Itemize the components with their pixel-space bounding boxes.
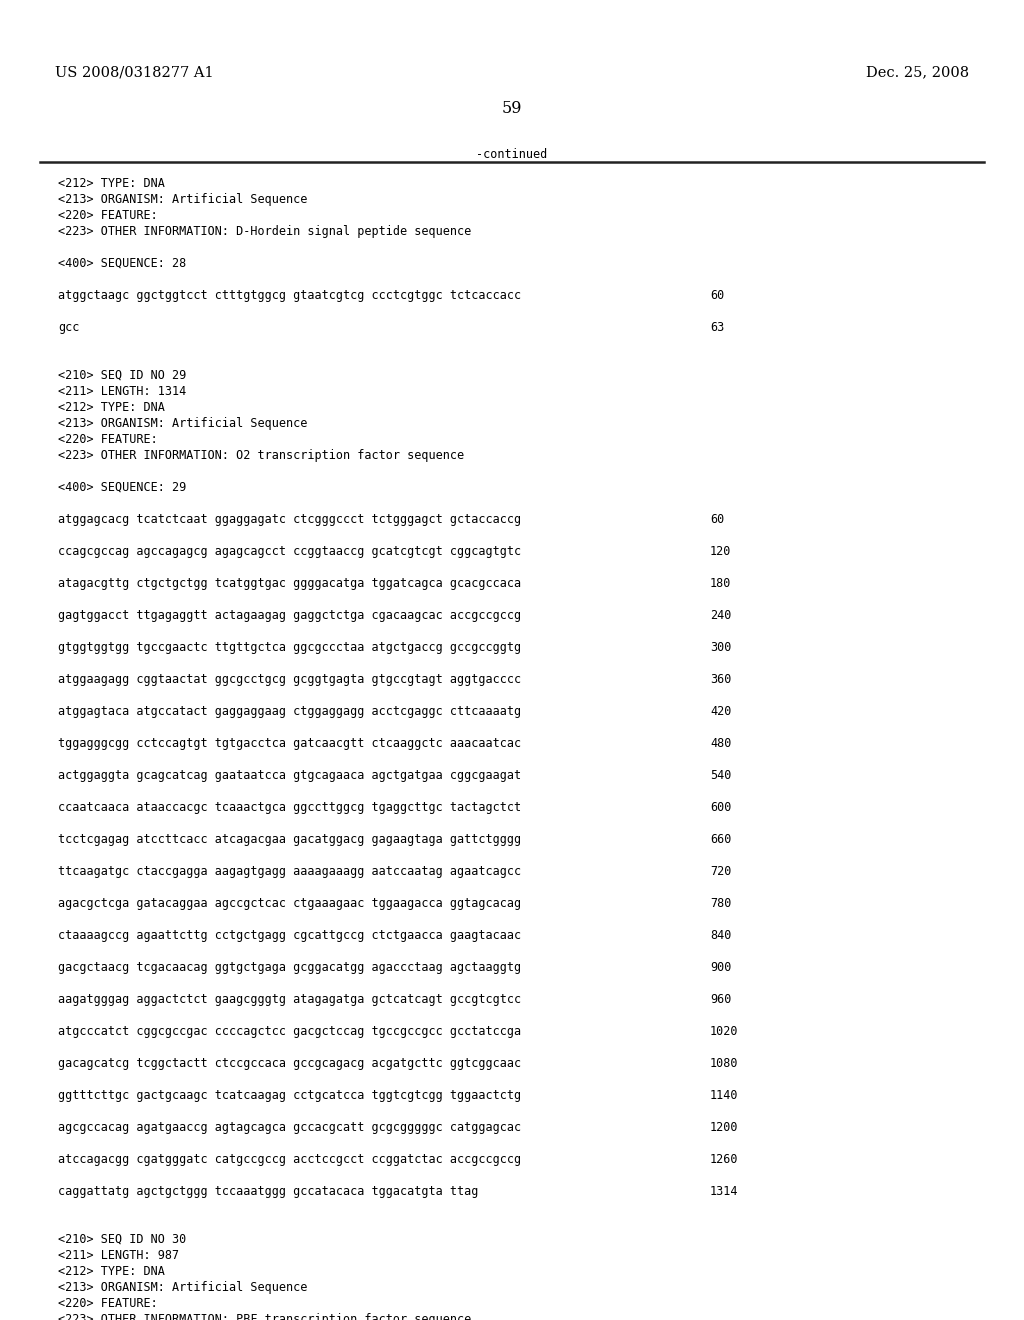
Text: 420: 420: [710, 705, 731, 718]
Text: 600: 600: [710, 801, 731, 814]
Text: <212> TYPE: DNA: <212> TYPE: DNA: [58, 1265, 165, 1278]
Text: gcc: gcc: [58, 321, 80, 334]
Text: 60: 60: [710, 513, 724, 525]
Text: 480: 480: [710, 737, 731, 750]
Text: agacgctcga gatacaggaa agccgctcac ctgaaagaac tggaagacca ggtagcacag: agacgctcga gatacaggaa agccgctcac ctgaaag…: [58, 898, 521, 909]
Text: <400> SEQUENCE: 28: <400> SEQUENCE: 28: [58, 257, 186, 271]
Text: atggagcacg tcatctcaat ggaggagatc ctcgggccct tctgggagct gctaccaccg: atggagcacg tcatctcaat ggaggagatc ctcgggc…: [58, 513, 521, 525]
Text: ggtttcttgc gactgcaagc tcatcaagag cctgcatcca tggtcgtcgg tggaactctg: ggtttcttgc gactgcaagc tcatcaagag cctgcat…: [58, 1089, 521, 1102]
Text: 960: 960: [710, 993, 731, 1006]
Text: 1020: 1020: [710, 1026, 738, 1038]
Text: tggagggcgg cctccagtgt tgtgacctca gatcaacgtt ctcaaggctc aaacaatcac: tggagggcgg cctccagtgt tgtgacctca gatcaac…: [58, 737, 521, 750]
Text: atggaagagg cggtaactat ggcgcctgcg gcggtgagta gtgccgtagt aggtgacccc: atggaagagg cggtaactat ggcgcctgcg gcggtga…: [58, 673, 521, 686]
Text: atagacgttg ctgctgctgg tcatggtgac ggggacatga tggatcagca gcacgccaca: atagacgttg ctgctgctgg tcatggtgac ggggaca…: [58, 577, 521, 590]
Text: atgcccatct cggcgccgac ccccagctcc gacgctccag tgccgccgcc gcctatccga: atgcccatct cggcgccgac ccccagctcc gacgctc…: [58, 1026, 521, 1038]
Text: atccagacgg cgatgggatc catgccgccg acctccgcct ccggatctac accgccgccg: atccagacgg cgatgggatc catgccgccg acctccg…: [58, 1152, 521, 1166]
Text: gacagcatcg tcggctactt ctccgccaca gccgcagacg acgatgcttc ggtcggcaac: gacagcatcg tcggctactt ctccgccaca gccgcag…: [58, 1057, 521, 1071]
Text: 720: 720: [710, 865, 731, 878]
Text: 660: 660: [710, 833, 731, 846]
Text: 1080: 1080: [710, 1057, 738, 1071]
Text: 1140: 1140: [710, 1089, 738, 1102]
Text: ccaatcaaca ataaccacgc tcaaactgca ggccttggcg tgaggcttgc tactagctct: ccaatcaaca ataaccacgc tcaaactgca ggccttg…: [58, 801, 521, 814]
Text: caggattatg agctgctggg tccaaatggg gccatacaca tggacatgta ttag: caggattatg agctgctggg tccaaatggg gccatac…: [58, 1185, 478, 1199]
Text: Dec. 25, 2008: Dec. 25, 2008: [866, 65, 969, 79]
Text: 63: 63: [710, 321, 724, 334]
Text: <213> ORGANISM: Artificial Sequence: <213> ORGANISM: Artificial Sequence: [58, 1280, 307, 1294]
Text: gacgctaacg tcgacaacag ggtgctgaga gcggacatgg agaccctaag agctaaggtg: gacgctaacg tcgacaacag ggtgctgaga gcggaca…: [58, 961, 521, 974]
Text: US 2008/0318277 A1: US 2008/0318277 A1: [55, 65, 214, 79]
Text: gtggtggtgg tgccgaactc ttgttgctca ggcgccctaa atgctgaccg gccgccggtg: gtggtggtgg tgccgaactc ttgttgctca ggcgccc…: [58, 642, 521, 653]
Text: <212> TYPE: DNA: <212> TYPE: DNA: [58, 401, 165, 414]
Text: 240: 240: [710, 609, 731, 622]
Text: <211> LENGTH: 1314: <211> LENGTH: 1314: [58, 385, 186, 399]
Text: 1314: 1314: [710, 1185, 738, 1199]
Text: <212> TYPE: DNA: <212> TYPE: DNA: [58, 177, 165, 190]
Text: agcgccacag agatgaaccg agtagcagca gccacgcatt gcgcgggggc catggagcac: agcgccacag agatgaaccg agtagcagca gccacgc…: [58, 1121, 521, 1134]
Text: 60: 60: [710, 289, 724, 302]
Text: ttcaagatgc ctaccgagga aagagtgagg aaaagaaagg aatccaatag agaatcagcc: ttcaagatgc ctaccgagga aagagtgagg aaaagaa…: [58, 865, 521, 878]
Text: 1200: 1200: [710, 1121, 738, 1134]
Text: atggagtaca atgccatact gaggaggaag ctggaggagg acctcgaggc cttcaaaatg: atggagtaca atgccatact gaggaggaag ctggagg…: [58, 705, 521, 718]
Text: <223> OTHER INFORMATION: O2 transcription factor sequence: <223> OTHER INFORMATION: O2 transcriptio…: [58, 449, 464, 462]
Text: 300: 300: [710, 642, 731, 653]
Text: 59: 59: [502, 100, 522, 117]
Text: 1260: 1260: [710, 1152, 738, 1166]
Text: 780: 780: [710, 898, 731, 909]
Text: 120: 120: [710, 545, 731, 558]
Text: <220> FEATURE:: <220> FEATURE:: [58, 433, 158, 446]
Text: <220> FEATURE:: <220> FEATURE:: [58, 209, 158, 222]
Text: 360: 360: [710, 673, 731, 686]
Text: <223> OTHER INFORMATION: D-Hordein signal peptide sequence: <223> OTHER INFORMATION: D-Hordein signa…: [58, 224, 471, 238]
Text: aagatgggag aggactctct gaagcgggtg atagagatga gctcatcagt gccgtcgtcc: aagatgggag aggactctct gaagcgggtg atagaga…: [58, 993, 521, 1006]
Text: ctaaaagccg agaattcttg cctgctgagg cgcattgccg ctctgaacca gaagtacaac: ctaaaagccg agaattcttg cctgctgagg cgcattg…: [58, 929, 521, 942]
Text: <220> FEATURE:: <220> FEATURE:: [58, 1298, 158, 1309]
Text: -continued: -continued: [476, 148, 548, 161]
Text: tcctcgagag atccttcacc atcagacgaa gacatggacg gagaagtaga gattctgggg: tcctcgagag atccttcacc atcagacgaa gacatgg…: [58, 833, 521, 846]
Text: <400> SEQUENCE: 29: <400> SEQUENCE: 29: [58, 480, 186, 494]
Text: <211> LENGTH: 987: <211> LENGTH: 987: [58, 1249, 179, 1262]
Text: <210> SEQ ID NO 29: <210> SEQ ID NO 29: [58, 370, 186, 381]
Text: atggctaagc ggctggtcct ctttgtggcg gtaatcgtcg ccctcgtggc tctcaccacc: atggctaagc ggctggtcct ctttgtggcg gtaatcg…: [58, 289, 521, 302]
Text: 900: 900: [710, 961, 731, 974]
Text: actggaggta gcagcatcag gaataatcca gtgcagaaca agctgatgaa cggcgaagat: actggaggta gcagcatcag gaataatcca gtgcaga…: [58, 770, 521, 781]
Text: gagtggacct ttgagaggtt actagaagag gaggctctga cgacaagcac accgccgccg: gagtggacct ttgagaggtt actagaagag gaggctc…: [58, 609, 521, 622]
Text: ccagcgccag agccagagcg agagcagcct ccggtaaccg gcatcgtcgt cggcagtgtc: ccagcgccag agccagagcg agagcagcct ccggtaa…: [58, 545, 521, 558]
Text: <210> SEQ ID NO 30: <210> SEQ ID NO 30: [58, 1233, 186, 1246]
Text: <213> ORGANISM: Artificial Sequence: <213> ORGANISM: Artificial Sequence: [58, 417, 307, 430]
Text: <213> ORGANISM: Artificial Sequence: <213> ORGANISM: Artificial Sequence: [58, 193, 307, 206]
Text: 840: 840: [710, 929, 731, 942]
Text: 180: 180: [710, 577, 731, 590]
Text: 540: 540: [710, 770, 731, 781]
Text: <223> OTHER INFORMATION: PBF transcription factor sequence: <223> OTHER INFORMATION: PBF transcripti…: [58, 1313, 471, 1320]
